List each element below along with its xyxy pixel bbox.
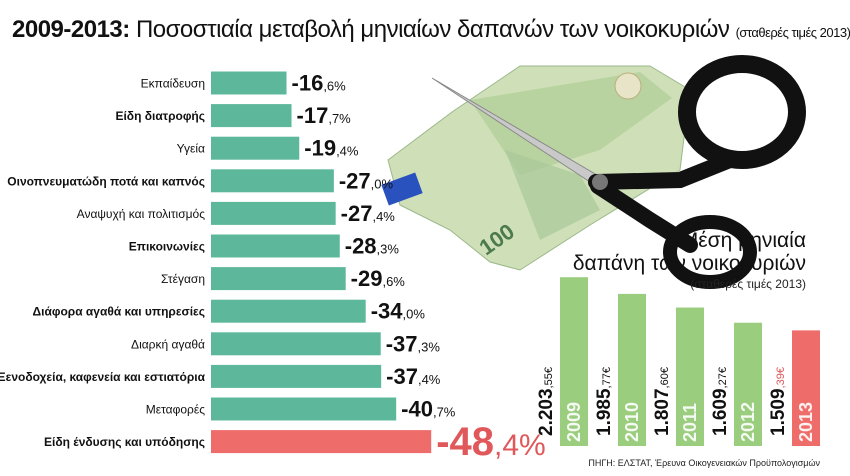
column (676, 307, 704, 446)
category-label: Διαρκή αγαθά (131, 337, 205, 351)
value-label: -37,4% (386, 364, 441, 389)
scissors-icon (431, 55, 806, 289)
category-label: Υγεία (177, 142, 205, 156)
category-label: Στέγαση (161, 272, 205, 286)
title-note: (σταθερές τιμές 2013) (735, 25, 850, 40)
column-value-label: 2.203,55€ (536, 367, 557, 436)
category-label: Μεταφορές (146, 403, 205, 417)
column (734, 322, 762, 446)
bar (211, 201, 336, 225)
value-label: -19,4% (304, 136, 359, 161)
value-label: -40,7% (401, 397, 456, 422)
year-label: 2011 (680, 403, 700, 442)
year-label: 2010 (622, 402, 642, 442)
bar (211, 430, 432, 454)
value-label: -16,6% (292, 71, 347, 96)
category-label: Είδη διατροφής (115, 109, 205, 123)
category-label: Οινοπνευματώδη ποτά και καπνός (7, 174, 205, 188)
bar (211, 364, 382, 388)
year-label: 2013 (796, 402, 816, 442)
title-main: Ποσοστιαία μεταβολή μηνιαίων δαπανών των… (135, 16, 730, 43)
column (560, 277, 588, 446)
bar (211, 299, 366, 323)
column-value-label: 1.609,27€ (710, 367, 731, 436)
column-chart: Μέση μηνιαία δαπάνη των νοικοκυριών (σταθε… (536, 229, 820, 446)
bar (211, 136, 300, 160)
year-label: 2012 (738, 402, 758, 442)
bar (211, 234, 340, 258)
value-label: -27,0% (339, 168, 394, 193)
value-label: -48,4% (436, 420, 546, 464)
value-label: -37,3% (386, 331, 441, 356)
title-years: 2009-2013: (12, 16, 130, 43)
euro-banknote-icon: 100 (381, 65, 691, 271)
column (792, 330, 820, 446)
bar (211, 71, 287, 95)
value-label: -34,0% (371, 299, 426, 324)
value-label: -17,7% (297, 103, 352, 128)
value-label: -27,4% (341, 201, 396, 226)
chart-title: 2009-2013: Ποσοστιαία μεταβολή μηνιαίων … (12, 16, 850, 44)
bar (211, 267, 346, 291)
value-label: -29,6% (351, 266, 406, 291)
category-label: Διάφορα αγαθά και υπηρεσίες (33, 305, 205, 319)
column-value-label: 1.807,60€ (652, 367, 673, 436)
category-label: Ξενοδοχεία, καφενεία και εστιατόρια (0, 370, 206, 384)
bar (211, 397, 397, 421)
column (618, 293, 646, 446)
bar (211, 104, 292, 128)
column-value-label: 1.509,39€ (768, 367, 789, 436)
category-label: Επικοινωνίες (129, 240, 205, 254)
column-chart-subtitle: (σταθερές τιμές 2013) (690, 277, 806, 291)
column-chart-title: Μέση μηνιαία δαπάνη των νοικοκυριών (573, 229, 806, 275)
year-label: 2009 (564, 402, 584, 442)
category-label: Εκπαίδευση (141, 77, 205, 91)
horizontal-bar-chart: Εκπαίδευση -16,6% Είδη διατροφής -17,7% Υγεί… (0, 71, 546, 465)
value-label: -28,3% (345, 234, 400, 259)
category-label: Είδη ένδυσης και υπόδησης (44, 435, 205, 449)
bar (211, 169, 334, 193)
category-label: Αναψυχή και πολιτισμός (77, 207, 206, 221)
bar (211, 332, 381, 356)
column-value-label: 1.985,77€ (594, 367, 615, 436)
source-note: ΠΗΓΗ: ΕΛΣΤΑΤ, Έρευνα Οικογενειακών Προϋπ… (588, 458, 820, 468)
